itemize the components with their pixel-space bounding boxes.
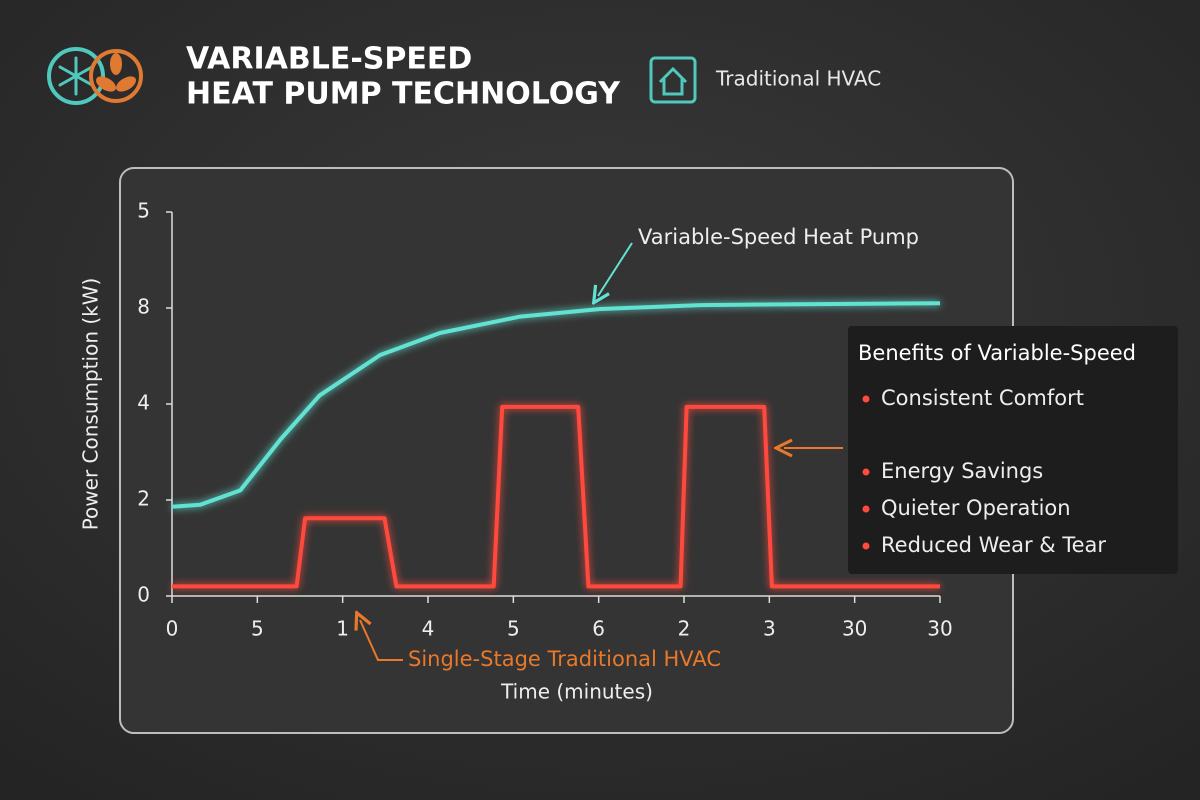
x-tick-label: 0 [166, 617, 179, 641]
x-axis-label: Time (minutes) [500, 680, 653, 704]
x-tick-label: 1 [336, 617, 349, 641]
benefit-item: Reduced Wear & Tear [881, 533, 1106, 557]
y-tick-label: 0 [137, 583, 150, 607]
series-annotation: Single-Stage Traditional HVAC [408, 647, 721, 671]
y-tick-label: 5 [137, 199, 150, 223]
series-line [172, 404, 940, 589]
title-line: VARIABLE-SPEED [186, 42, 472, 77]
y-tick-label: 2 [137, 487, 150, 511]
series-annotation: Variable-Speed Heat Pump [638, 225, 919, 249]
benefits-title: Benefits of Variable-Speed [858, 341, 1136, 365]
benefits-box [848, 326, 1178, 574]
title-line: HEAT PUMP TECHNOLOGY [186, 77, 621, 112]
x-tick-label: 5 [507, 617, 520, 641]
y-tick-label: 4 [137, 391, 150, 415]
x-tick-label: 30 [842, 617, 867, 641]
series-line [171, 301, 941, 509]
x-tick-label: 6 [592, 617, 605, 641]
legend-label: Traditional HVAC [715, 67, 881, 91]
y-tick-label: 8 [137, 295, 150, 319]
benefit-item: Quieter Operation [881, 496, 1071, 520]
bullet [862, 468, 870, 476]
bullet [862, 395, 870, 403]
benefits-list: Consistent Comfort Energy Savings Quieter … [862, 386, 1106, 557]
annotation-arrow [598, 242, 633, 296]
legend-icon [649, 56, 697, 104]
benefit-item: Energy Savings [881, 459, 1043, 483]
bullet [862, 542, 870, 550]
x-tick-label: 30 [927, 617, 952, 641]
x-tick-label: 2 [678, 617, 691, 641]
plot: 0 2 4 8 5 0 5 1 4 5 6 2 3 30 30 [137, 199, 952, 641]
logo-icons [47, 47, 143, 105]
bullet [862, 505, 870, 513]
benefit-item: Consistent Comfort [881, 386, 1084, 410]
x-tick-label: 3 [763, 617, 776, 641]
x-tick-label: 4 [422, 617, 435, 641]
annotation-arrow [360, 620, 403, 661]
x-tick-label: 5 [251, 617, 264, 641]
y-axis-label: Power Consumption (kW) [79, 278, 103, 531]
